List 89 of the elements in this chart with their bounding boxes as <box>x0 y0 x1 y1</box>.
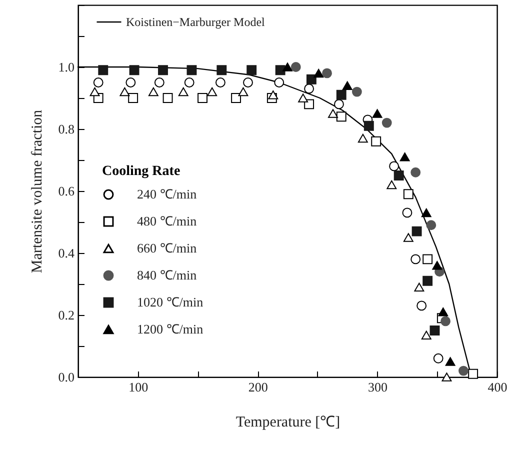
point <box>336 112 346 122</box>
point <box>274 78 284 88</box>
point <box>126 78 136 88</box>
point <box>382 118 392 128</box>
point <box>394 170 404 180</box>
y-tick-label: 1.0 <box>58 60 74 74</box>
point <box>207 87 218 96</box>
point <box>468 368 478 379</box>
point <box>403 233 414 242</box>
point <box>243 78 253 88</box>
point <box>298 94 308 102</box>
point <box>314 68 324 78</box>
legend-label: 240 ℃/min <box>137 186 198 202</box>
point <box>364 120 374 131</box>
y-tick-label: 0.4 <box>58 246 75 260</box>
point <box>432 261 442 270</box>
x-tick-label: 100 <box>128 380 148 394</box>
point <box>433 353 444 364</box>
point <box>342 81 352 90</box>
point <box>400 152 410 162</box>
point <box>231 93 241 103</box>
legend-label: 840 ℃/min <box>137 268 198 282</box>
point <box>402 208 412 218</box>
legend-label: 1020 ℃/min <box>137 294 204 310</box>
point <box>120 87 130 96</box>
point <box>440 316 450 326</box>
point <box>238 87 248 96</box>
x-tick-label: 300 <box>368 380 388 394</box>
point <box>282 62 292 72</box>
point <box>184 78 194 88</box>
point <box>322 68 332 78</box>
point <box>410 167 421 178</box>
point <box>304 84 314 94</box>
x-axis-title: Temperature [℃] <box>236 414 340 430</box>
point <box>414 282 424 292</box>
point <box>198 93 208 103</box>
y-tick-label: 0.6 <box>58 184 75 198</box>
point <box>430 326 440 336</box>
point <box>412 226 422 236</box>
y-tick-label: 0.0 <box>58 370 74 384</box>
point <box>216 65 227 76</box>
point <box>128 93 138 103</box>
point <box>458 366 468 376</box>
point <box>215 78 226 88</box>
point <box>275 65 286 76</box>
y-tick-label: 0.2 <box>58 308 74 322</box>
legend-label: 1200 ℃/min <box>137 322 204 336</box>
point <box>438 308 448 316</box>
point <box>372 109 382 118</box>
point <box>422 254 433 264</box>
point <box>306 74 316 84</box>
point <box>371 136 382 146</box>
point <box>421 208 432 218</box>
point <box>410 254 421 264</box>
point <box>158 65 168 76</box>
point <box>268 90 278 100</box>
point <box>290 62 301 72</box>
point <box>416 300 427 311</box>
point <box>421 330 432 340</box>
point <box>162 93 173 103</box>
point <box>403 189 414 200</box>
point <box>334 99 344 110</box>
point <box>358 134 368 143</box>
point <box>328 109 338 118</box>
legend-label: 660 ℃/min <box>137 240 198 256</box>
legend-label: Koistinen−Marburger Model <box>126 15 266 29</box>
point <box>389 161 400 172</box>
point <box>154 78 164 88</box>
point <box>98 65 108 76</box>
legend-title: Cooling Rate <box>102 164 180 179</box>
x-tick-label: 200 <box>248 380 268 394</box>
point <box>336 90 346 100</box>
y-axis-title: Martensite volume fraction <box>29 109 46 274</box>
point <box>129 65 140 76</box>
legend-label: 480 ℃/min <box>137 214 198 228</box>
point <box>426 220 436 230</box>
point <box>352 86 362 97</box>
point <box>148 87 158 96</box>
x-tick-label: 400 <box>488 380 508 394</box>
point <box>186 65 197 76</box>
point <box>386 180 397 190</box>
point <box>442 372 452 382</box>
point <box>422 276 433 286</box>
point <box>445 357 456 366</box>
point <box>246 65 257 76</box>
point <box>93 78 104 88</box>
point <box>178 87 188 96</box>
point <box>90 87 100 96</box>
y-tick-label: 0.8 <box>58 122 74 136</box>
